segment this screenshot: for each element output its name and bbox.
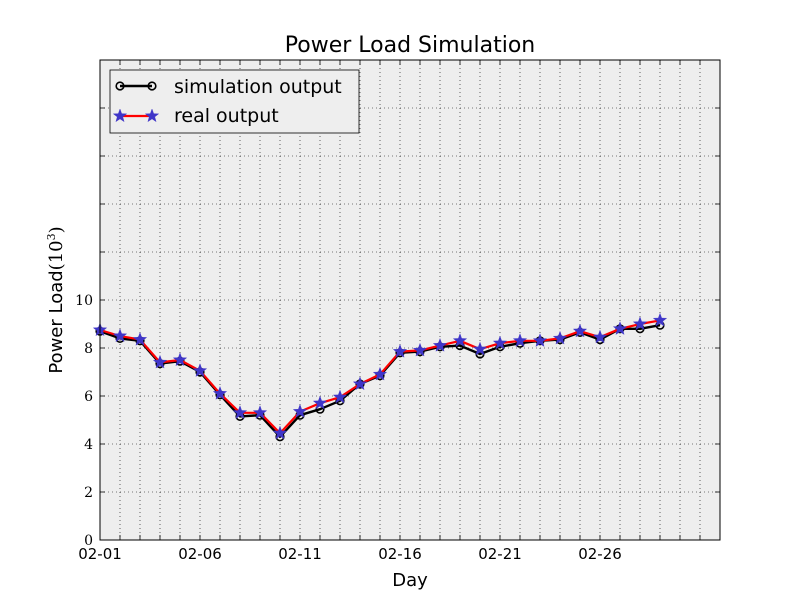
y-tick-label: 10 [75, 293, 93, 309]
data-point [652, 312, 668, 327]
data-point [532, 333, 548, 347]
x-tick-label: 02-26 [578, 545, 622, 563]
legend-marker [147, 81, 157, 91]
legend-marks [112, 81, 160, 123]
chart-title: Power Load Simulation [285, 33, 535, 58]
data-point [392, 344, 408, 358]
data-point [172, 352, 188, 367]
data-point [572, 323, 588, 338]
data-point [212, 386, 228, 400]
data-point [452, 333, 468, 347]
x-tick-label: 02-16 [378, 545, 422, 563]
legend-marker [144, 108, 160, 123]
data-point [492, 335, 508, 350]
data-point [632, 316, 648, 331]
data-point [152, 354, 168, 369]
x-tick-label: 02-01 [78, 545, 122, 563]
data-point [312, 395, 328, 410]
data-point [412, 342, 428, 357]
data-point [352, 376, 368, 391]
y-tick-label: 6 [84, 389, 93, 405]
legend-marker [115, 81, 125, 91]
data-point [132, 332, 148, 346]
x-tick-label: 02-11 [278, 545, 322, 563]
x-tick-labels: 02-01 02-06 02-11 02-16 02-21 02-26 [78, 545, 622, 563]
data-point [612, 321, 628, 335]
data-point [372, 366, 388, 381]
y-tick-label: 0 [84, 533, 93, 549]
y-tick-labels: 0 2 4 6 8 10 [75, 293, 93, 549]
plot-frame [99, 59, 721, 541]
y-axis-label-text: Power Load [46, 270, 67, 373]
data-point [252, 405, 268, 419]
y-tick-label: 4 [84, 437, 93, 453]
y-axis-label: Power Load(103) [45, 226, 67, 373]
y-tick-label: 2 [84, 485, 93, 501]
data-point [432, 338, 448, 352]
data-point [232, 405, 248, 419]
data-point [552, 330, 568, 345]
y-axis-label-unit-close: ) [46, 226, 67, 233]
axis-ticks [99, 59, 721, 541]
y-axis-label-unit-exponent: 3 [45, 233, 58, 240]
data-point [472, 341, 488, 356]
x-tick-label: 02-21 [478, 545, 522, 563]
legend-label-real-output: real output [174, 105, 279, 127]
data-point [192, 363, 208, 377]
x-tick-label: 02-06 [178, 545, 222, 563]
data-point [292, 404, 308, 418]
data-point [512, 333, 528, 347]
data-point [112, 328, 128, 343]
data-point [272, 425, 288, 440]
data-point [592, 329, 608, 344]
legend-box [109, 69, 360, 134]
legend-marker [112, 108, 128, 123]
series-layer [92, 312, 668, 442]
y-tick-label: 8 [84, 341, 93, 357]
legend: simulation output real output [109, 69, 360, 134]
x-axis-label: Day [392, 570, 428, 591]
y-axis-label-unit-base: 10 [46, 240, 67, 263]
data-point [332, 389, 348, 404]
y-axis-label-unit-open: ( [46, 263, 67, 270]
legend-label-simulation-output: simulation output [174, 76, 342, 98]
